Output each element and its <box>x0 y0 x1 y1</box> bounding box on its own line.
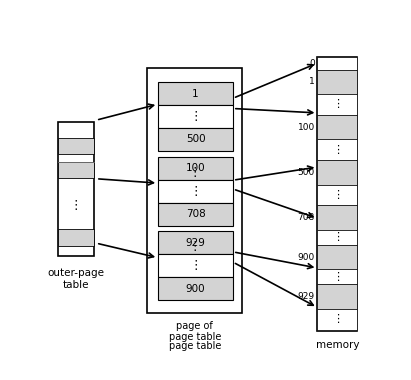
FancyBboxPatch shape <box>317 309 357 329</box>
FancyBboxPatch shape <box>317 245 357 269</box>
FancyBboxPatch shape <box>58 122 95 256</box>
Text: 929: 929 <box>186 238 206 248</box>
Text: 500: 500 <box>186 135 206 144</box>
Text: ⋮: ⋮ <box>332 190 343 200</box>
Text: ⋮: ⋮ <box>332 314 343 324</box>
FancyBboxPatch shape <box>317 205 357 230</box>
FancyBboxPatch shape <box>158 157 233 180</box>
FancyBboxPatch shape <box>317 57 357 331</box>
Text: ⋮: ⋮ <box>332 100 343 109</box>
Text: 100: 100 <box>186 163 206 173</box>
FancyBboxPatch shape <box>58 162 95 178</box>
Text: ⋮: ⋮ <box>189 166 201 179</box>
FancyBboxPatch shape <box>317 139 357 160</box>
Text: page table: page table <box>169 341 221 351</box>
Text: ⋮: ⋮ <box>189 185 202 198</box>
Text: ⋮: ⋮ <box>332 145 343 155</box>
Text: ⋮: ⋮ <box>332 232 343 242</box>
Text: ⋮: ⋮ <box>189 110 202 123</box>
FancyBboxPatch shape <box>158 231 233 254</box>
FancyBboxPatch shape <box>158 203 233 226</box>
FancyBboxPatch shape <box>158 254 233 277</box>
FancyBboxPatch shape <box>58 230 95 245</box>
FancyBboxPatch shape <box>317 160 357 185</box>
Text: 1: 1 <box>309 78 315 86</box>
Text: memory: memory <box>316 340 359 350</box>
Text: 900: 900 <box>186 284 206 294</box>
Text: 0: 0 <box>309 59 315 68</box>
FancyBboxPatch shape <box>158 82 233 105</box>
FancyBboxPatch shape <box>158 128 233 151</box>
FancyBboxPatch shape <box>317 284 357 309</box>
Text: 929: 929 <box>298 292 315 301</box>
Text: ⋮: ⋮ <box>189 259 202 272</box>
Text: ⋮: ⋮ <box>70 199 82 212</box>
Text: 900: 900 <box>298 253 315 261</box>
FancyBboxPatch shape <box>317 94 357 115</box>
FancyBboxPatch shape <box>317 269 357 284</box>
FancyBboxPatch shape <box>317 185 357 205</box>
FancyBboxPatch shape <box>147 68 242 314</box>
Text: 708: 708 <box>298 213 315 222</box>
FancyBboxPatch shape <box>317 230 357 245</box>
Text: outer-page
table: outer-page table <box>48 268 104 290</box>
FancyBboxPatch shape <box>158 277 233 300</box>
FancyBboxPatch shape <box>317 57 357 70</box>
Text: 708: 708 <box>186 209 206 219</box>
FancyBboxPatch shape <box>317 115 357 139</box>
Text: ⋮: ⋮ <box>189 239 201 253</box>
Text: 500: 500 <box>298 168 315 177</box>
FancyBboxPatch shape <box>317 70 357 94</box>
Text: ⋮: ⋮ <box>332 272 343 282</box>
Text: 100: 100 <box>298 123 315 131</box>
FancyBboxPatch shape <box>158 105 233 128</box>
FancyBboxPatch shape <box>158 180 233 203</box>
FancyBboxPatch shape <box>58 138 95 154</box>
Text: 1: 1 <box>192 89 199 99</box>
Text: page of
page table: page of page table <box>169 321 221 342</box>
